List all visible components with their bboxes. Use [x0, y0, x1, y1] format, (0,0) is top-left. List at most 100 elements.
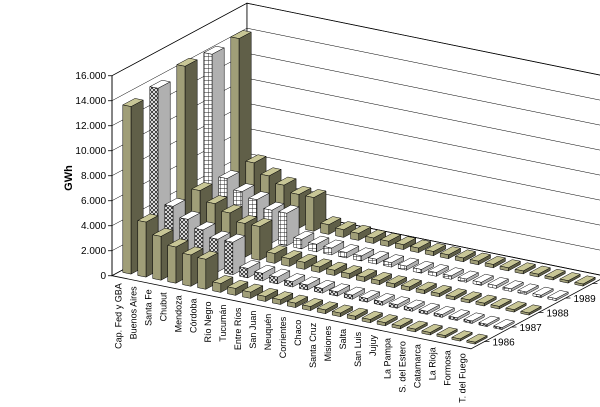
bar: [475, 294, 498, 307]
bar-front: [370, 278, 380, 286]
bar: [334, 221, 357, 238]
x-tick-label: San Juan: [248, 311, 258, 349]
bar-front: [308, 242, 317, 253]
x-tick-label: Chaco: [293, 320, 303, 346]
bar: [559, 272, 581, 284]
bar-front: [424, 249, 434, 257]
x-axis: Cap. Fed y GBA Buenos Aires Santa Fe Chubut…: [114, 283, 468, 403]
bar: [358, 290, 381, 303]
bar: [574, 275, 596, 287]
bar-front: [460, 297, 470, 304]
bar-front: [281, 256, 290, 267]
series-label: 1989: [573, 294, 596, 305]
bar-front: [380, 239, 389, 247]
bar-front: [466, 340, 476, 345]
bar: [520, 304, 542, 316]
bar-front: [544, 275, 554, 281]
x-tick-label: Córdoba: [188, 299, 198, 334]
bar: [352, 247, 375, 262]
bar-front: [559, 278, 569, 284]
bar: [331, 304, 354, 318]
bar-front: [490, 304, 500, 310]
bar-front: [167, 244, 177, 284]
bar-front: [356, 275, 365, 282]
x-tick-label: Formosa: [443, 350, 453, 386]
bar-front: [311, 264, 320, 273]
bar-front: [122, 104, 132, 275]
x-tick-label: Santa Cruz: [308, 322, 318, 368]
bar: [427, 264, 450, 277]
bar-front: [224, 240, 234, 276]
bar: [436, 327, 459, 339]
x-tick-label: Corrientes: [278, 316, 288, 358]
bar-front: [316, 307, 326, 315]
bar-front: [469, 259, 479, 266]
bar: [295, 253, 318, 270]
bar: [364, 229, 387, 244]
bar: [382, 254, 405, 268]
bar: [403, 299, 426, 312]
bar-front: [412, 267, 422, 274]
bar-front: [269, 275, 278, 285]
y-tick-label: 6.000: [81, 196, 106, 207]
bar-front: [137, 220, 147, 278]
bar-front: [430, 291, 440, 298]
bar: [319, 216, 342, 235]
bar-front: [284, 279, 293, 288]
bar: [514, 262, 537, 275]
bar-front: [314, 286, 323, 294]
bar: [307, 235, 330, 253]
bar-front: [454, 255, 464, 263]
x-tick-label: Tucumán: [218, 305, 228, 342]
bar: [505, 301, 527, 313]
gridline: [111, 2, 600, 76]
x-tick-label: La Pampa: [383, 338, 393, 379]
x-tick-label: Chubut: [158, 292, 168, 322]
bar-front: [442, 273, 452, 280]
bar-front: [451, 336, 461, 342]
x-tick-label: Santa Fe: [143, 289, 153, 326]
bar-front: [326, 268, 335, 276]
y-axis-label: GWh: [63, 165, 75, 191]
bar-front: [341, 271, 350, 279]
bar-front: [574, 281, 584, 287]
x-tick-label: Mendoza: [173, 295, 183, 332]
bar: [469, 252, 492, 266]
x-tick-label: Buenos Aires: [129, 286, 139, 340]
bar: [487, 277, 510, 289]
bar: [400, 278, 423, 292]
bar: [472, 273, 495, 286]
bar-front: [152, 234, 162, 281]
bar: [322, 239, 345, 256]
y-tick-label: 14.000: [75, 96, 106, 107]
x-tick-label: S. del Estero: [398, 341, 408, 393]
x-tick-label: Jujuy: [368, 335, 378, 357]
bar: [424, 243, 447, 257]
bar-front: [361, 317, 371, 324]
bar-front: [257, 294, 266, 302]
bar: [313, 280, 336, 294]
bar: [442, 267, 465, 280]
bar-front: [484, 262, 494, 269]
bar: [256, 288, 279, 302]
bar: [412, 261, 435, 274]
bar-front: [242, 290, 251, 299]
bar-front: [266, 251, 276, 264]
bar-front: [302, 304, 311, 311]
bar-front: [532, 293, 542, 298]
bar: [310, 258, 333, 273]
bar: [484, 256, 507, 269]
bar-front: [329, 289, 338, 297]
series-label: 1988: [546, 309, 569, 320]
bar-front: [212, 281, 222, 293]
bar: [391, 317, 414, 330]
y-tick-label: 2.000: [81, 246, 106, 257]
bar: [394, 236, 417, 251]
bar-front: [403, 306, 413, 312]
bar: [490, 297, 513, 310]
bar: [418, 302, 441, 315]
bar: [433, 306, 456, 318]
bar: [340, 265, 363, 280]
bar-front: [445, 294, 455, 301]
bar: [277, 204, 300, 247]
